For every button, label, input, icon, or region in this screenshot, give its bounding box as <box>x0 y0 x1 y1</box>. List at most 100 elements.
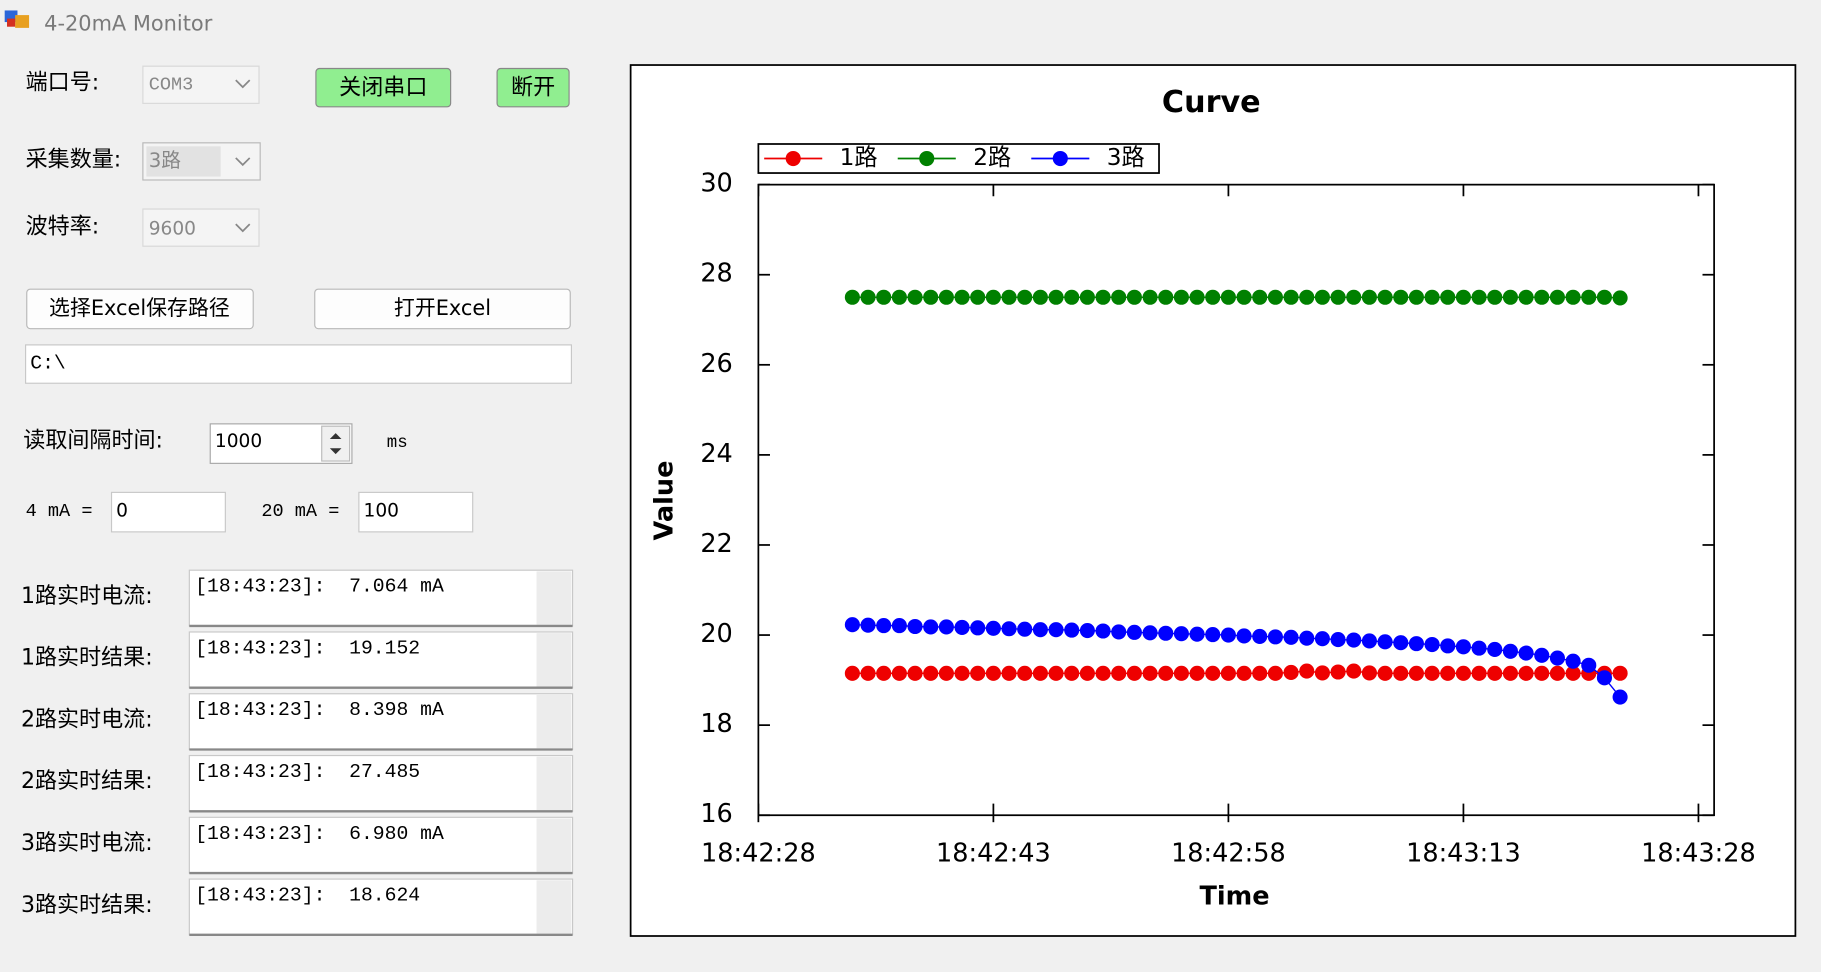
combo-arrow <box>235 79 251 89</box>
legend-label: 2路 <box>973 144 1011 171</box>
chart: Curve Time Value 16 18 20 22 24 26 28 30 18:42:2… <box>649 85 1755 912</box>
data-point <box>1565 665 1581 681</box>
readout-scrollbar <box>536 694 572 749</box>
data-point <box>1471 640 1487 656</box>
data-point <box>1518 645 1534 661</box>
data-point <box>1502 289 1518 305</box>
data-point <box>1189 626 1205 642</box>
legend-label: 1路 <box>840 144 878 171</box>
data-point <box>1126 665 1142 681</box>
y-tick-label: 22 <box>700 529 732 559</box>
data-point <box>1095 623 1111 639</box>
data-point <box>1017 289 1033 305</box>
readout-label: 2路实时电流: <box>21 707 153 732</box>
close-port-text: 关闭串口 <box>339 75 427 100</box>
data-point <box>1017 621 1033 637</box>
data-point <box>1361 289 1377 305</box>
data-point <box>907 289 923 305</box>
spinner[interactable] <box>321 425 351 462</box>
data-point <box>1283 629 1299 645</box>
data-point <box>1440 289 1456 305</box>
data-point <box>1361 665 1377 681</box>
data-point <box>844 289 860 305</box>
data-point <box>1471 289 1487 305</box>
data-point <box>1502 643 1518 659</box>
data-point <box>891 289 907 305</box>
data-point <box>1377 289 1393 305</box>
baud-value: 9600 <box>149 218 196 239</box>
data-point <box>1424 636 1440 653</box>
data-point <box>1596 289 1612 305</box>
data-point <box>938 619 954 635</box>
data-point <box>1455 639 1471 655</box>
data-point <box>1079 665 1095 681</box>
readout-label: 3路实时电流: <box>21 831 153 856</box>
data-point <box>1299 663 1315 679</box>
readout-scrollbar <box>536 818 572 872</box>
data-point <box>1079 623 1095 639</box>
interval-label: 读取间隔时间: <box>23 428 163 453</box>
channels-label: 采集数量: <box>26 147 122 172</box>
chart-panel <box>629 64 1797 937</box>
readout-text: [18:43:23]: 27.485 <box>195 761 420 783</box>
y-tick-label: 20 <box>700 619 732 649</box>
data-point <box>1220 627 1236 643</box>
open-excel-button[interactable] <box>314 288 571 330</box>
data-point <box>1283 289 1299 305</box>
data-point <box>1518 665 1534 681</box>
x-tick-label: 18:43:13 <box>1406 839 1521 869</box>
data-point <box>1534 289 1550 305</box>
data-point <box>970 620 986 636</box>
data-point <box>1408 665 1424 681</box>
readout-label: 1路实时结果: <box>21 646 153 671</box>
interval-unit: ms <box>387 434 408 453</box>
data-point <box>1502 665 1518 681</box>
data-point <box>1032 665 1048 681</box>
data-point <box>907 665 923 681</box>
x-tick-label: 18:42:43 <box>936 839 1051 869</box>
data-point <box>860 665 876 681</box>
x-tick-label: 18:42:28 <box>701 839 816 869</box>
y-axis-label: Value <box>649 461 679 541</box>
data-point <box>860 617 876 633</box>
data-point <box>844 665 860 681</box>
data-point <box>1189 289 1205 305</box>
disconnect-button[interactable] <box>496 67 570 108</box>
data-point <box>1361 633 1377 649</box>
close-port-button[interactable] <box>315 67 452 108</box>
choose-path-button[interactable] <box>26 288 254 330</box>
y-tick-label: 16 <box>700 799 732 829</box>
data-point <box>1173 626 1189 642</box>
data-point <box>1032 289 1048 305</box>
data-point <box>1267 629 1283 645</box>
data-point <box>1314 631 1330 647</box>
min-input[interactable] <box>110 491 226 533</box>
data-point <box>1346 289 1362 305</box>
readout-label: 3路实时结果: <box>21 893 153 918</box>
data-point <box>1440 638 1456 654</box>
data-point <box>1064 622 1080 638</box>
path-textbox[interactable] <box>25 344 572 384</box>
data-point <box>1283 664 1299 680</box>
readout-scrollbar <box>536 571 572 625</box>
y-tick-label: 18 <box>700 709 732 739</box>
readouts: 1路实时电流: [18:43:23]: 7.064 mA 1路实时结果: [18:43… <box>21 569 574 937</box>
data-point <box>954 619 970 635</box>
max-input[interactable] <box>358 491 474 533</box>
data-point <box>1048 289 1064 305</box>
app-icon <box>7 18 16 27</box>
data-point <box>923 289 939 305</box>
data-point <box>923 665 939 681</box>
data-point <box>1252 628 1268 644</box>
data-point <box>1111 289 1127 305</box>
data-point <box>938 665 954 681</box>
data-point <box>1455 665 1471 681</box>
min-label: 4 mA = <box>26 501 93 522</box>
data-point <box>1205 289 1221 305</box>
data-point <box>1220 289 1236 305</box>
data-point <box>1487 665 1503 681</box>
data-point <box>1220 665 1236 681</box>
data-point <box>1314 665 1330 681</box>
disconnect-text: 断开 <box>511 75 555 100</box>
